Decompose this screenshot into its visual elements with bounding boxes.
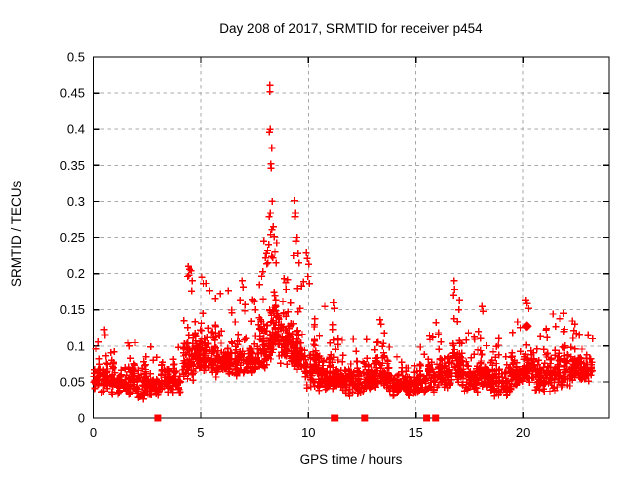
y-tick-label: 0.35 xyxy=(60,158,85,173)
tick-labels: 0 0.05 0.1 0.15 0.2 0.25 0.3 0.35 0.4 0.45 0.5 0 5 10… xyxy=(60,50,531,441)
y-tick-label: 0.05 xyxy=(60,374,85,389)
y-tick-label: 0.15 xyxy=(60,302,85,317)
zero-square-marker xyxy=(154,414,162,422)
zero-square-marker xyxy=(361,414,369,422)
y-tick-label: 0.4 xyxy=(67,122,85,137)
x-tick-label: 20 xyxy=(516,425,530,440)
y-tick-label: 0.3 xyxy=(67,194,85,209)
y-tick-label: 0.2 xyxy=(67,266,85,281)
x-tick-label: 0 xyxy=(90,425,97,440)
x-tick-label: 15 xyxy=(408,425,422,440)
zero-square-marker xyxy=(331,414,339,422)
chart-title: Day 208 of 2017, SRMTID for receiver p45… xyxy=(219,21,483,36)
zero-square-marker xyxy=(432,414,440,422)
y-tick-label: 0 xyxy=(78,411,85,426)
x-axis-label: GPS time / hours xyxy=(299,452,403,467)
scatter-points xyxy=(90,81,597,403)
diamond-cluster xyxy=(521,321,532,332)
x-tick-label: 10 xyxy=(301,425,315,440)
y-tick-label: 0.1 xyxy=(67,338,85,353)
y-tick-label: 0.5 xyxy=(67,50,85,65)
gridlines xyxy=(93,57,609,418)
zero-square-marker xyxy=(423,414,431,422)
zero-value-markers xyxy=(154,414,440,422)
y-tick-label: 0.25 xyxy=(60,230,85,245)
diamond-cluster-marker xyxy=(521,321,532,332)
x-tick-label: 5 xyxy=(197,425,204,440)
y-tick-label: 0.45 xyxy=(60,86,85,101)
